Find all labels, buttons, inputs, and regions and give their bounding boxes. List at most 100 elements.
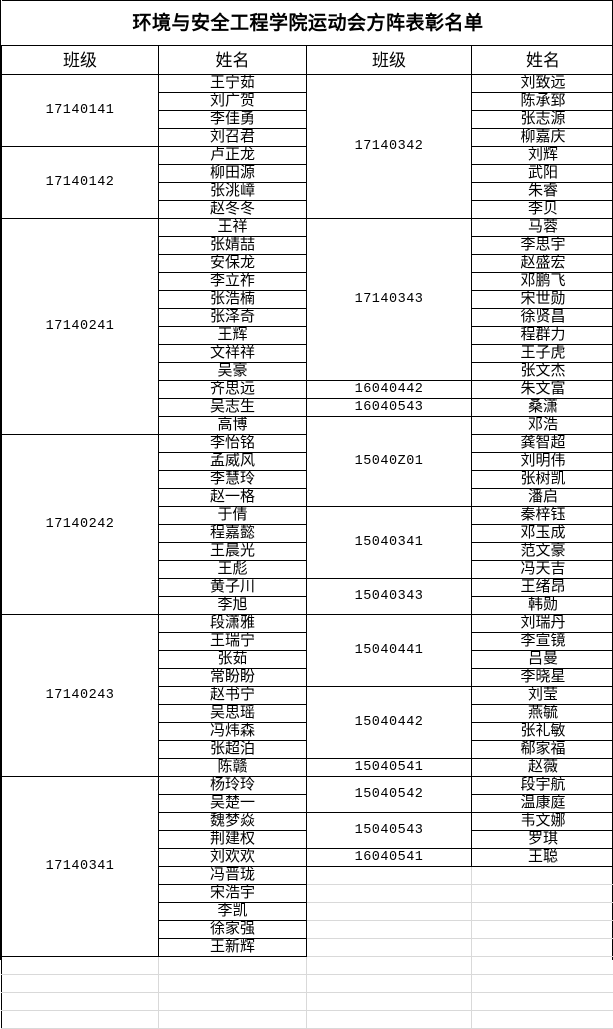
table-row xyxy=(2,957,613,975)
name-cell-right: 刘辉 xyxy=(472,147,613,165)
column-header-name-left: 姓名 xyxy=(159,46,307,75)
name-cell-right: 冯天吉 xyxy=(472,561,613,579)
name-cell-left: 吴楚一 xyxy=(159,795,307,813)
name-cell-right: 程群力 xyxy=(472,327,613,345)
name-cell-right: 邓浩 xyxy=(472,417,613,435)
class-cell-right: 15040442 xyxy=(307,687,472,759)
name-cell-left: 王晨光 xyxy=(159,543,307,561)
class-cell-left: 17140242 xyxy=(2,435,159,615)
table-row xyxy=(2,993,613,1011)
name-cell-left: 王彪 xyxy=(159,561,307,579)
empty-cell xyxy=(2,975,159,993)
name-cell-right: 马蓉 xyxy=(472,219,613,237)
name-cell-left: 卢正龙 xyxy=(159,147,307,165)
table-row xyxy=(2,1011,613,1029)
name-cell-left: 吴志生 xyxy=(159,399,307,417)
name-cell-right: 武阳 xyxy=(472,165,613,183)
class-cell-right: 15040Z01 xyxy=(307,417,472,507)
empty-cell xyxy=(2,993,159,1011)
name-cell-left: 赵书宁 xyxy=(159,687,307,705)
class-cell-right: 15040343 xyxy=(307,579,472,615)
name-cell-right: 李宣镜 xyxy=(472,633,613,651)
name-cell-left: 荆建权 xyxy=(159,831,307,849)
name-cell-right: 宋世勋 xyxy=(472,291,613,309)
name-cell-right: 王聪 xyxy=(472,849,613,867)
name-cell-left: 魏梦焱 xyxy=(159,813,307,831)
empty-cell xyxy=(307,921,472,939)
name-cell-left: 常盼盼 xyxy=(159,669,307,687)
empty-cell xyxy=(472,903,613,921)
name-cell-left: 孟威风 xyxy=(159,453,307,471)
name-cell-left: 李怡铭 xyxy=(159,435,307,453)
name-cell-left: 张超泊 xyxy=(159,741,307,759)
empty-cell xyxy=(472,1011,613,1029)
header-row: 班级 姓名 班级 姓名 xyxy=(2,46,613,75)
name-cell-right: 温康庭 xyxy=(472,795,613,813)
title-row: 环境与安全工程学院运动会方阵表彰名单 xyxy=(2,1,613,46)
name-cell-right: 刘瑞丹 xyxy=(472,615,613,633)
name-cell-right: 赵薇 xyxy=(472,759,613,777)
empty-cell xyxy=(159,957,307,975)
name-cell-left: 王新辉 xyxy=(159,939,307,957)
class-cell-left: 17140341 xyxy=(2,777,159,957)
name-cell-left: 李慧玲 xyxy=(159,471,307,489)
empty-cell xyxy=(159,1011,307,1029)
empty-cell xyxy=(472,867,613,885)
class-cell-right: 15040541 xyxy=(307,759,472,777)
name-cell-left: 柳田源 xyxy=(159,165,307,183)
class-cell-right: 15040542 xyxy=(307,777,472,813)
name-cell-right: 桑潇 xyxy=(472,399,613,417)
name-cell-left: 赵冬冬 xyxy=(159,201,307,219)
class-cell-right: 15040341 xyxy=(307,507,472,579)
name-cell-left: 李立祚 xyxy=(159,273,307,291)
column-header-class-right: 班级 xyxy=(307,46,472,75)
class-cell-left: 17140243 xyxy=(2,615,159,777)
class-cell-right: 16040543 xyxy=(307,399,472,417)
name-cell-left: 刘广贺 xyxy=(159,93,307,111)
name-cell-right: 张志源 xyxy=(472,111,613,129)
empty-cell xyxy=(159,975,307,993)
name-cell-left: 杨玲玲 xyxy=(159,777,307,795)
table-row xyxy=(2,975,613,993)
name-cell-right: 韩勋 xyxy=(472,597,613,615)
name-cell-right: 范文豪 xyxy=(472,543,613,561)
name-cell-left: 张浩楠 xyxy=(159,291,307,309)
empty-cell xyxy=(307,975,472,993)
class-cell-right: 15040543 xyxy=(307,813,472,849)
empty-cell xyxy=(472,939,613,957)
name-cell-right: 秦梓钰 xyxy=(472,507,613,525)
name-cell-left: 徐家强 xyxy=(159,921,307,939)
name-cell-left: 王祥 xyxy=(159,219,307,237)
empty-cell xyxy=(159,993,307,1011)
name-cell-right: 罗琪 xyxy=(472,831,613,849)
class-cell-right: 16040541 xyxy=(307,849,472,867)
empty-cell xyxy=(307,1011,472,1029)
name-cell-right: 李晓星 xyxy=(472,669,613,687)
empty-cell xyxy=(472,975,613,993)
name-cell-left: 吴豪 xyxy=(159,363,307,381)
name-cell-left: 安保龙 xyxy=(159,255,307,273)
empty-cell xyxy=(307,957,472,975)
name-cell-left: 文祥祥 xyxy=(159,345,307,363)
name-cell-right: 张文杰 xyxy=(472,363,613,381)
name-cell-right: 邓玉成 xyxy=(472,525,613,543)
name-cell-right: 段宇航 xyxy=(472,777,613,795)
empty-cell xyxy=(2,957,159,975)
name-cell-right: 刘莹 xyxy=(472,687,613,705)
name-cell-left: 冯炜森 xyxy=(159,723,307,741)
class-cell-left: 17140141 xyxy=(2,75,159,147)
name-cell-right: 王子虎 xyxy=(472,345,613,363)
name-cell-left: 李佳勇 xyxy=(159,111,307,129)
name-cell-left: 王瑞宁 xyxy=(159,633,307,651)
name-cell-right: 郗家福 xyxy=(472,741,613,759)
name-cell-left: 张婧喆 xyxy=(159,237,307,255)
name-cell-right: 赵盛宏 xyxy=(472,255,613,273)
name-cell-right: 徐贤昌 xyxy=(472,309,613,327)
name-cell-left: 段潇雅 xyxy=(159,615,307,633)
